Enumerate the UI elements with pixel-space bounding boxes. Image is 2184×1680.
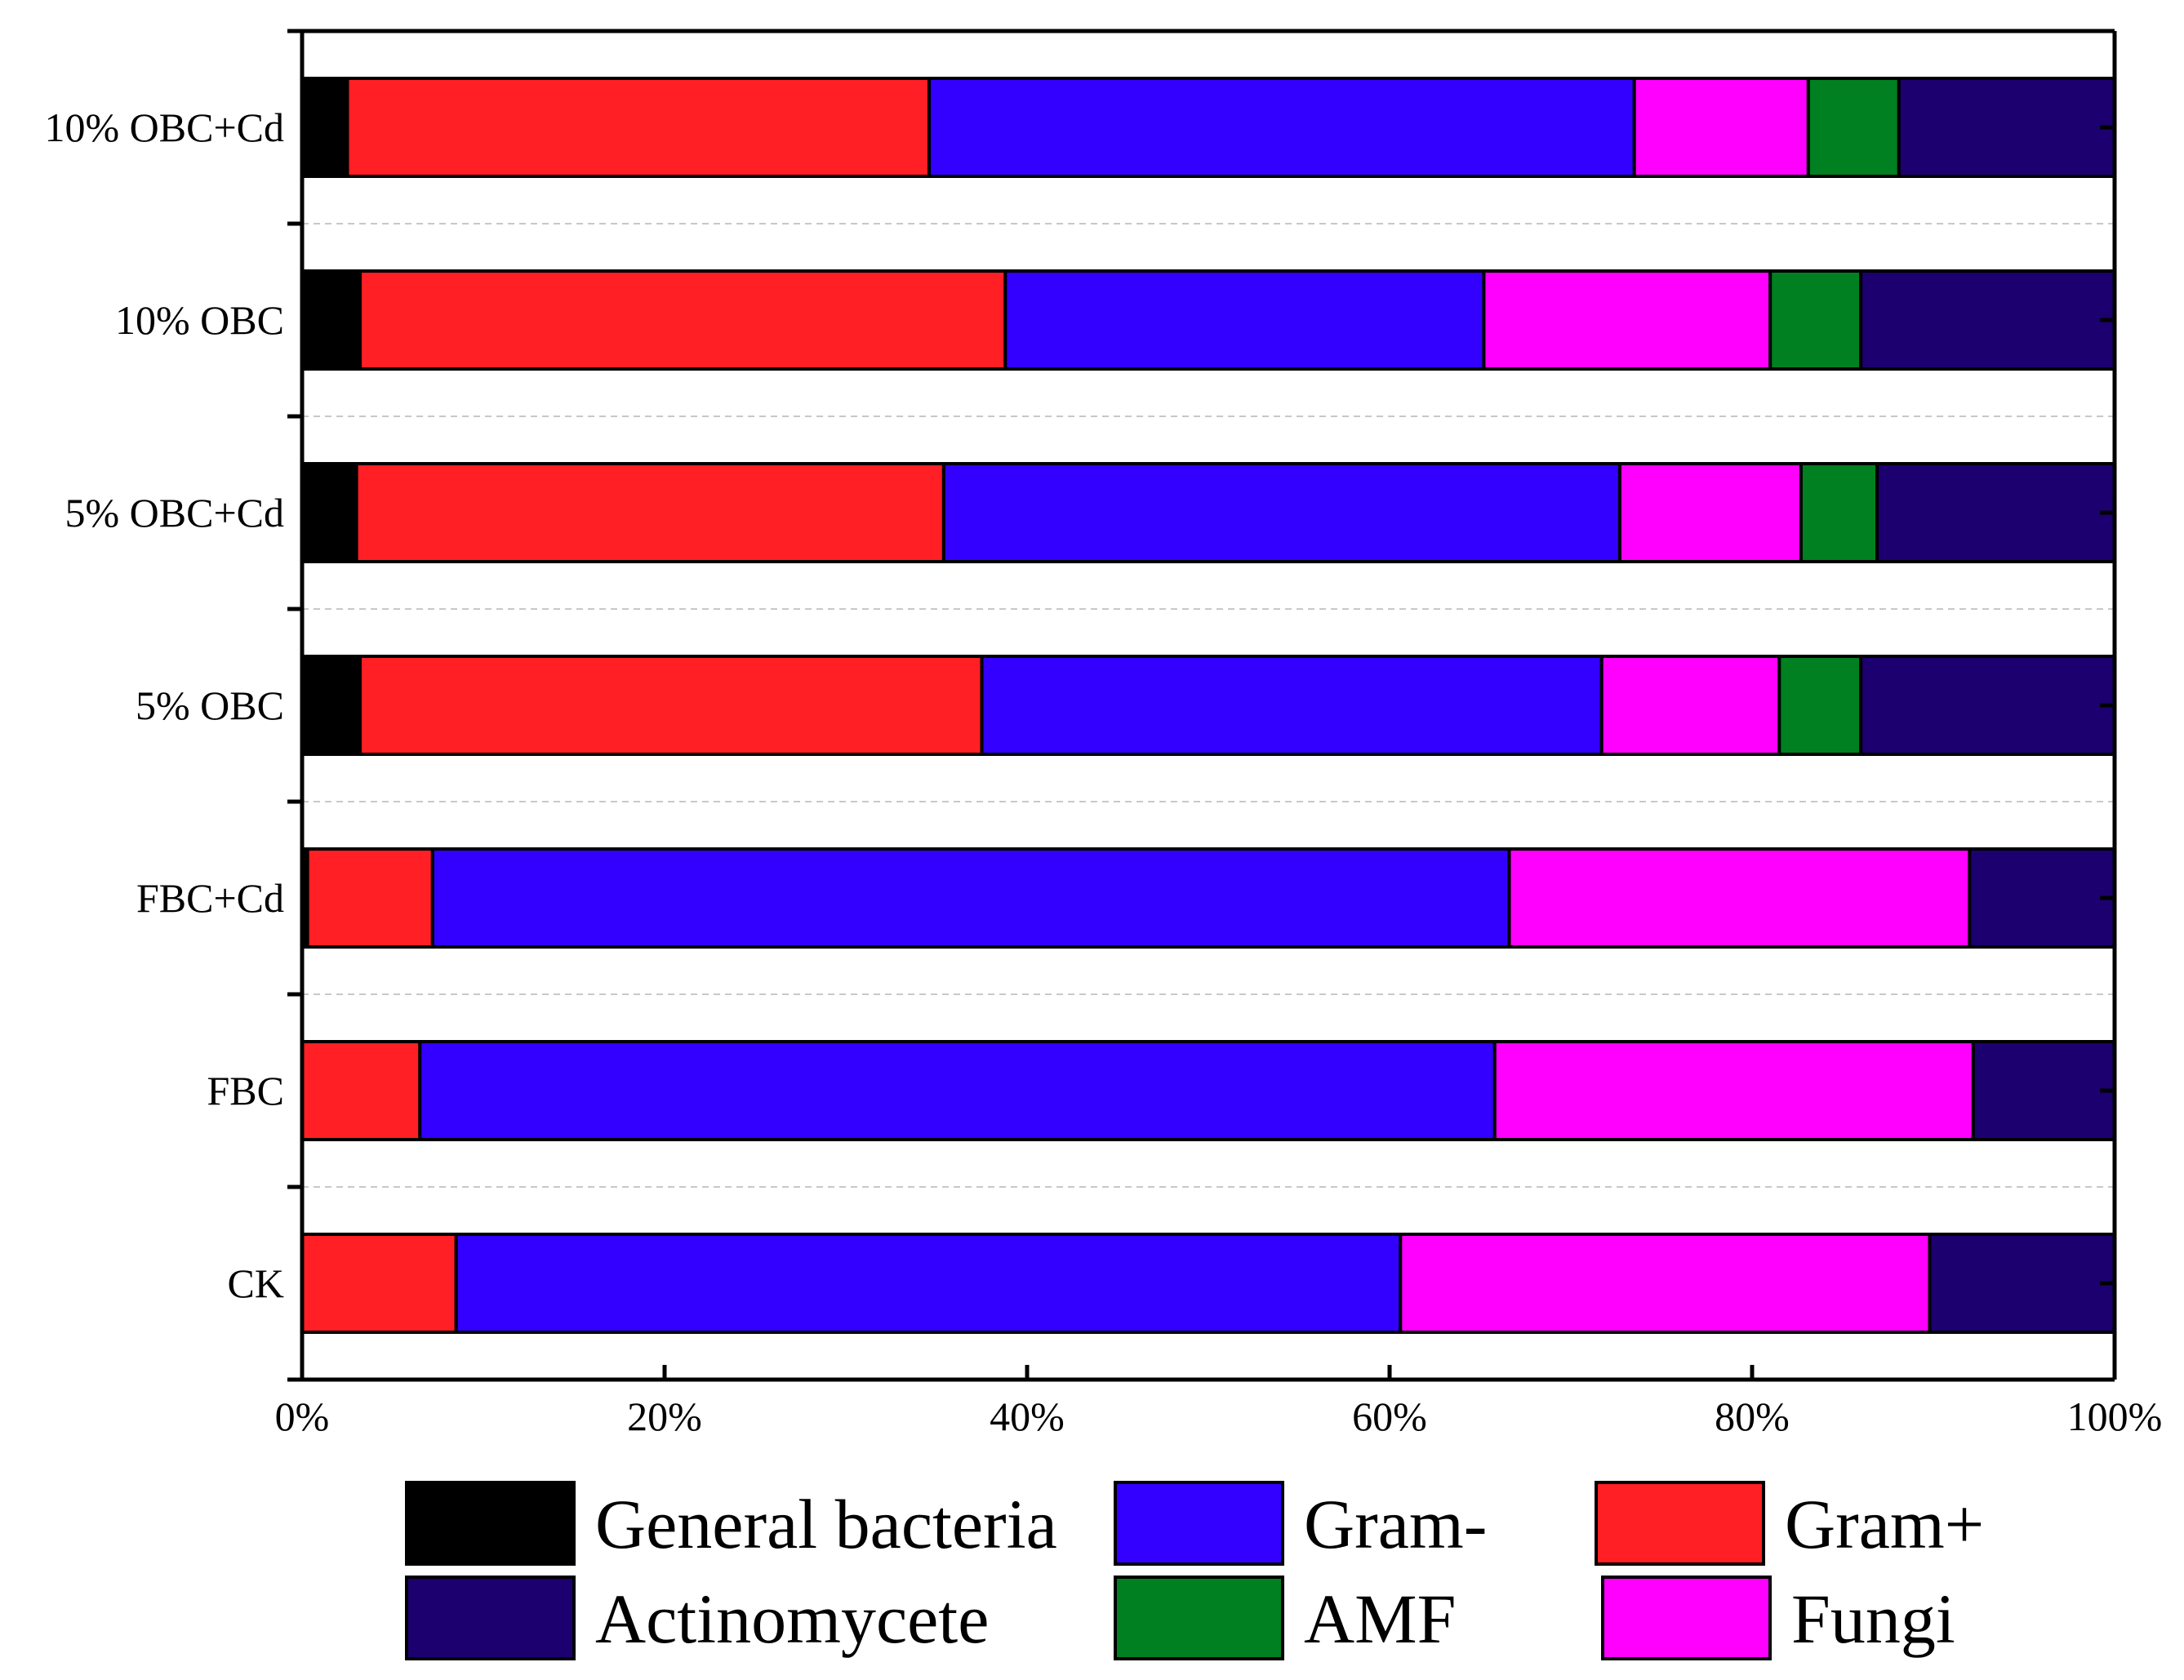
bar-5pct-obcpluscd-fungi [1617, 462, 1803, 563]
legend-label-actinomycete: Actinomycete [595, 1580, 989, 1658]
bar-5pct-obcpluscd-general-bacteria [300, 462, 358, 563]
x-tick-label: 20% [627, 1393, 702, 1439]
bar-5pct-obc-general-bacteria [300, 655, 363, 756]
bar-10pct-obc-amf [1768, 269, 1863, 371]
category-label: 10% OBC+Cd [44, 104, 284, 150]
bar-5pct-obc-actinomycete [1859, 655, 2116, 756]
bar-5pct-obcpluscd-amf [1799, 462, 1879, 563]
bar-fbcpluscd-fungi [1507, 847, 1972, 949]
row-separators [302, 223, 2115, 1188]
bar-5pct-obc-amf [1777, 655, 1863, 756]
bar-10pct-obcpluscd-actinomycete [1897, 77, 2117, 178]
bar-fbcpluscd-gramplus [305, 847, 434, 949]
bar-fbcpluscd-actinomycete [1968, 847, 2116, 949]
bar-5pct-obc-gramminus [980, 655, 1604, 756]
bar-fbcpluscd-gramminus [430, 847, 1511, 949]
bar-10pct-obc-gramplus [358, 269, 1007, 371]
category-label: FBC [207, 1068, 284, 1113]
bar-10pct-obc-gramminus [1003, 269, 1486, 371]
x-tick-label: 80% [1715, 1393, 1790, 1439]
bar-10pct-obcpluscd-gramminus [927, 77, 1636, 178]
category-label: 5% OBC [136, 682, 284, 728]
bar-5pct-obc-fungi [1599, 655, 1781, 756]
bar-ck-fungi [1399, 1233, 1932, 1334]
legend-swatch-actinomycete [405, 1576, 576, 1660]
bar-5pct-obcpluscd-gramplus [354, 462, 945, 563]
bar-fbc-actinomycete [1971, 1040, 2117, 1141]
bar-10pct-obcpluscd-general-bacteria [300, 77, 349, 178]
category-label: 5% OBC+Cd [64, 490, 284, 536]
bar-10pct-obcpluscd-gramplus [345, 77, 932, 178]
bar-5pct-obcpluscd-actinomycete [1875, 462, 2116, 563]
bar-fbc-gramplus [300, 1040, 422, 1141]
legend-swatch-fungi [1601, 1576, 1772, 1660]
legend-label-gramplus: Gram+ [1785, 1485, 1984, 1563]
category-label: 10% OBC [115, 297, 284, 343]
bar-10pct-obc-general-bacteria [300, 269, 363, 371]
bar-segments [300, 77, 2117, 1334]
bar-10pct-obc-fungi [1482, 269, 1773, 371]
legend-label-fungi: Fungi [1791, 1580, 1955, 1658]
legend: General bacteria Gram- Gram+ Actinomycete AM… [405, 1481, 1984, 1660]
bar-fbc-gramminus [418, 1040, 1497, 1141]
legend-label-general-bacteria: General bacteria [595, 1485, 1057, 1563]
legend-swatch-amf [1114, 1576, 1284, 1660]
category-label: FBC+Cd [136, 875, 284, 921]
bar-ck-actinomycete [1928, 1233, 2117, 1334]
category-label: CK [228, 1260, 284, 1306]
legend-swatch-gramplus [1595, 1481, 1765, 1566]
legend-swatch-gramminus [1114, 1481, 1284, 1566]
legend-swatch-general-bacteria [405, 1481, 576, 1566]
x-tick-label: 100% [2067, 1393, 2163, 1439]
bar-5pct-obc-gramplus [358, 655, 984, 756]
x-tick-labels: 0% 20% 40% 60% 80% 100% [275, 1393, 2163, 1439]
legend-label-amf: AMF [1304, 1580, 1456, 1658]
legend-label-gramminus: Gram- [1304, 1485, 1487, 1563]
bar-ck-gramminus [454, 1233, 1403, 1334]
bar-fbc-fungi [1492, 1040, 1975, 1141]
x-tick-label: 40% [990, 1393, 1065, 1439]
bar-10pct-obcpluscd-fungi [1632, 77, 1810, 178]
bar-10pct-obcpluscd-amf [1806, 77, 1901, 178]
bar-5pct-obcpluscd-gramminus [941, 462, 1621, 563]
bar-10pct-obc-actinomycete [1859, 269, 2116, 371]
category-labels: 10% OBC+Cd 10% OBC 5% OBC+Cd 5% OBC FBC+Cd FB… [44, 104, 284, 1306]
axes [287, 29, 2117, 1382]
x-tick-label: 60% [1352, 1393, 1427, 1439]
bar-ck-gramplus [300, 1233, 458, 1334]
x-tick-label: 0% [275, 1393, 330, 1439]
